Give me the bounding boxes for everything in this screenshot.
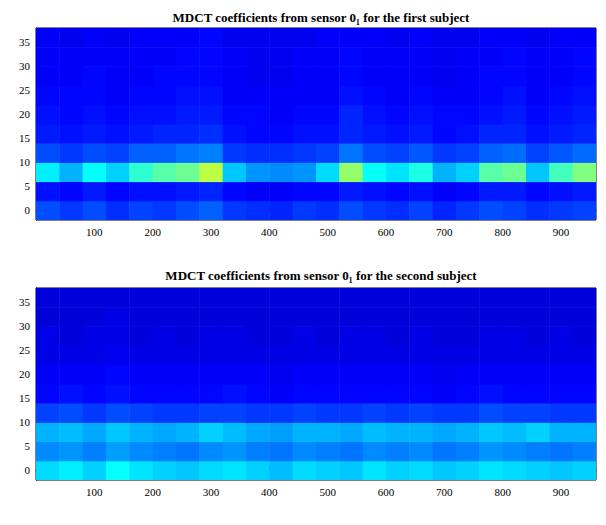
svg-text:200: 200 bbox=[144, 226, 161, 238]
svg-text:15: 15 bbox=[19, 392, 31, 404]
svg-text:200: 200 bbox=[144, 486, 161, 498]
svg-text:300: 300 bbox=[203, 226, 220, 238]
svg-text:20: 20 bbox=[19, 368, 31, 380]
svg-text:100: 100 bbox=[86, 226, 103, 238]
svg-text:5: 5 bbox=[25, 180, 31, 192]
svg-text:500: 500 bbox=[319, 486, 336, 498]
svg-text:100: 100 bbox=[86, 486, 103, 498]
svg-text:400: 400 bbox=[261, 486, 278, 498]
svg-text:400: 400 bbox=[261, 226, 278, 238]
svg-text:300: 300 bbox=[203, 486, 220, 498]
svg-text:600: 600 bbox=[378, 226, 395, 238]
svg-text:35: 35 bbox=[19, 296, 31, 308]
svg-text:5: 5 bbox=[25, 440, 31, 452]
svg-text:30: 30 bbox=[19, 60, 31, 72]
svg-text:10: 10 bbox=[19, 416, 31, 428]
svg-text:35: 35 bbox=[19, 36, 31, 48]
svg-text:900: 900 bbox=[553, 226, 570, 238]
svg-text:MDCT coefficients from sensor: MDCT coefficients from sensor 0₁ for the… bbox=[165, 268, 477, 283]
svg-text:20: 20 bbox=[19, 108, 31, 120]
svg-text:0: 0 bbox=[25, 464, 31, 476]
svg-text:700: 700 bbox=[436, 486, 453, 498]
svg-text:15: 15 bbox=[19, 132, 31, 144]
svg-text:900: 900 bbox=[553, 486, 570, 498]
svg-text:MDCT coefficients from sensor: MDCT coefficients from sensor 0₁ for the… bbox=[173, 10, 470, 25]
svg-text:25: 25 bbox=[19, 344, 31, 356]
svg-text:700: 700 bbox=[436, 226, 453, 238]
svg-text:25: 25 bbox=[19, 84, 31, 96]
svg-text:30: 30 bbox=[19, 320, 31, 332]
svg-text:10: 10 bbox=[19, 156, 31, 168]
svg-text:800: 800 bbox=[494, 486, 511, 498]
svg-text:600: 600 bbox=[378, 486, 395, 498]
svg-text:800: 800 bbox=[494, 226, 511, 238]
svg-text:0: 0 bbox=[25, 204, 31, 216]
svg-text:500: 500 bbox=[319, 226, 336, 238]
